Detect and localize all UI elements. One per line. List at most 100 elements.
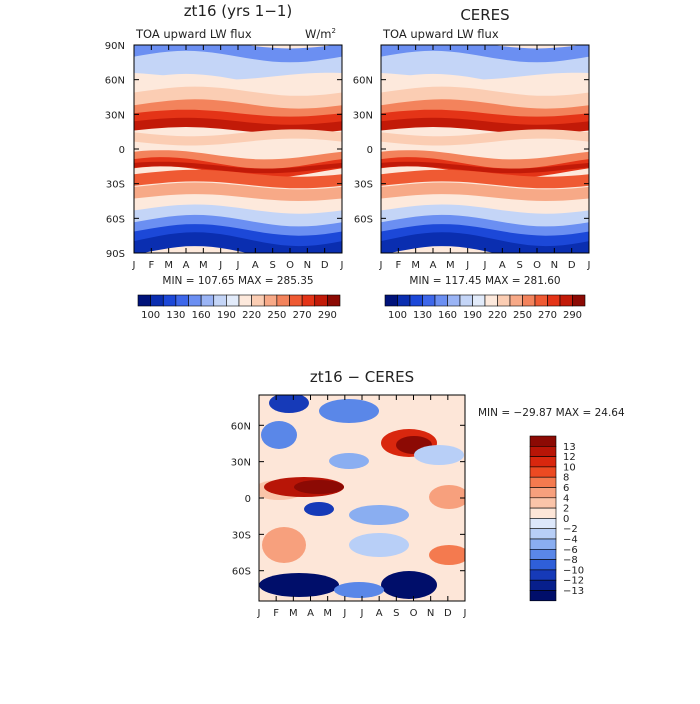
colorbar-swatch [301, 294, 316, 307]
colorbar-label: 190 [463, 310, 482, 321]
colorbar-swatch [529, 435, 557, 447]
contour-band [381, 150, 589, 171]
contour-band [134, 129, 342, 146]
panel-ceres: CERES TOA upward LW flux 60N 30N 0 30S 60S J… [353, 6, 591, 321]
panel-diff-title: zt16 − CERES [310, 368, 414, 386]
y-tick-label: 60N [105, 76, 125, 87]
x-tick-label: A [430, 260, 437, 271]
colorbar-label: −2 [563, 524, 578, 535]
colorbar-swatch [447, 294, 461, 307]
panel-model-colorbar: 100 130 160 190 220 250 270 290 [137, 294, 341, 321]
x-tick-label: A [252, 260, 259, 271]
x-tick-label: M [411, 260, 420, 271]
colorbar-label: 12 [563, 452, 576, 463]
x-tick-label: S [393, 608, 399, 619]
contour-band [134, 161, 342, 174]
x-tick-label: D [321, 260, 329, 271]
contour-band [134, 204, 342, 228]
y-tick-label: 60S [354, 214, 373, 225]
colorbar-swatch [327, 294, 341, 307]
panel-ceres-yaxis: 60N 30N 0 30S 60S [353, 76, 589, 225]
x-tick-label: S [516, 260, 522, 271]
colorbar-swatch [529, 518, 557, 530]
contour-band [134, 214, 342, 241]
y-tick-label: 30S [354, 180, 373, 191]
colorbar-label: 250 [513, 310, 532, 321]
y-tick-label: 30N [353, 110, 373, 121]
colorbar-swatch [529, 538, 557, 550]
diff-blob [414, 445, 464, 465]
panel-model: zt16 (yrs 1−1) TOA upward LW flux W/m2 9… [105, 2, 344, 321]
x-tick-label: M [164, 260, 173, 271]
panel-ceres-subtitle: TOA upward LW flux [382, 27, 499, 41]
x-tick-label: F [148, 260, 154, 271]
colorbar-swatch [397, 294, 411, 307]
colorbar-label: −12 [563, 576, 584, 587]
x-tick-label: J [587, 260, 591, 271]
diff-blob [349, 505, 409, 525]
contour-band [381, 214, 589, 241]
colorbar-swatch [200, 294, 215, 307]
diff-blob [329, 453, 369, 469]
colorbar-swatch [263, 294, 278, 307]
diff-blob [262, 527, 306, 563]
x-tick-label: M [323, 608, 332, 619]
contour-band [134, 194, 342, 215]
panel-diff-yaxis: 60N 30N 0 30S 60S [231, 421, 465, 578]
colorbar-swatch [251, 294, 265, 307]
colorbar-swatch [572, 294, 586, 307]
colorbar-swatch [137, 294, 151, 307]
colorbar-swatch [529, 590, 557, 602]
diff-blob [319, 399, 379, 423]
colorbar-label: −10 [563, 565, 584, 576]
colorbar-label: 160 [438, 310, 457, 321]
colorbar-label: 290 [318, 310, 337, 321]
colorbar-label: 8 [563, 473, 569, 484]
diff-blob [261, 421, 297, 449]
x-tick-label: A [376, 608, 383, 619]
colorbar-swatch [529, 487, 557, 499]
colorbar-label: 2 [563, 504, 569, 515]
contour-band [381, 182, 589, 204]
colorbar-swatch [226, 294, 240, 307]
colorbar-swatch [238, 294, 252, 307]
colorbar-swatch [150, 294, 164, 307]
colorbar-label: 0 [563, 514, 569, 525]
colorbar-swatch [529, 456, 557, 468]
y-tick-label: 30N [105, 110, 125, 121]
colorbar-swatch [497, 294, 511, 307]
y-tick-label: 0 [245, 494, 251, 505]
colorbar-swatch [276, 294, 290, 307]
y-tick-label: 90S [106, 249, 125, 260]
colorbar-label: 220 [488, 310, 507, 321]
panel-model-title: zt16 (yrs 1−1) [184, 2, 293, 20]
x-tick-label: O [286, 260, 294, 271]
colorbar-swatch [175, 294, 189, 307]
colorbar-label: 100 [141, 310, 160, 321]
x-tick-label: F [273, 608, 279, 619]
panel-model-yaxis: 90N 60N 30N 0 30S 60S 90S [105, 41, 342, 260]
colorbar-swatch [529, 497, 557, 509]
x-tick-label: J [236, 260, 240, 271]
y-tick-label: 30N [231, 458, 251, 469]
x-tick-label: J [483, 260, 487, 271]
panel-model-stats: MIN = 107.65 MAX = 285.35 [162, 275, 313, 287]
x-tick-label: N [304, 260, 311, 271]
x-tick-label: J [340, 260, 344, 271]
colorbar-label: 6 [563, 483, 569, 494]
colorbar-label: 100 [388, 310, 407, 321]
x-tick-label: J [463, 608, 467, 619]
y-tick-label: 0 [119, 145, 125, 156]
colorbar-label: 130 [166, 310, 185, 321]
colorbar-swatch [162, 294, 177, 307]
colorbar-swatch [534, 294, 548, 307]
contour-band [134, 86, 342, 115]
contour-band [381, 194, 589, 215]
y-tick-label: 60N [353, 76, 373, 87]
y-tick-label: 30S [106, 180, 125, 191]
contour-band [381, 129, 589, 146]
y-tick-label: 90N [105, 41, 125, 52]
diff-blob [294, 480, 344, 494]
